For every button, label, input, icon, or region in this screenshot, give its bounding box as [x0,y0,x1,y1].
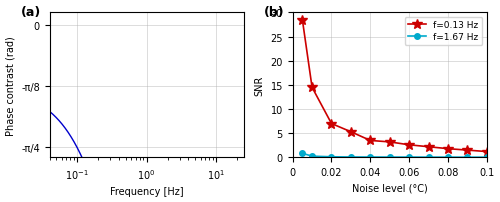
f=1.67 Hz [368,156,374,158]
Text: (a): (a) [20,6,40,19]
f=0.13 Hz [309,87,315,89]
Legend: f=0.13 Hz, f=1.67 Hz: f=0.13 Hz, f=1.67 Hz [404,18,482,46]
f=0.13 Hz [328,123,334,125]
f=1.67 Hz [484,156,490,159]
f=0.13 Hz [464,149,470,152]
Text: (b): (b) [264,6,284,19]
f=0.13 Hz [426,146,432,148]
Line: f=0.13 Hz: f=0.13 Hz [298,16,492,157]
Y-axis label: Phase contrast (rad): Phase contrast (rad) [6,36,16,135]
f=1.67 Hz [348,156,354,158]
f=1.67 Hz [309,155,315,158]
f=1.67 Hz [426,156,432,159]
f=1.67 Hz [300,152,306,155]
f=0.13 Hz [348,131,354,133]
f=0.13 Hz [368,140,374,142]
f=0.13 Hz [445,148,451,150]
f=1.67 Hz [445,156,451,159]
f=0.13 Hz [406,144,412,146]
f=1.67 Hz [464,156,470,159]
f=1.67 Hz [386,156,392,159]
f=1.67 Hz [328,156,334,158]
f=0.13 Hz [300,19,306,22]
f=0.13 Hz [484,151,490,153]
X-axis label: Frequency [Hz]: Frequency [Hz] [110,186,184,197]
Line: f=1.67 Hz: f=1.67 Hz [300,151,490,160]
X-axis label: Noise level (°C): Noise level (°C) [352,183,428,193]
Y-axis label: SNR: SNR [255,75,265,96]
f=1.67 Hz [406,156,412,159]
f=0.13 Hz [386,141,392,143]
